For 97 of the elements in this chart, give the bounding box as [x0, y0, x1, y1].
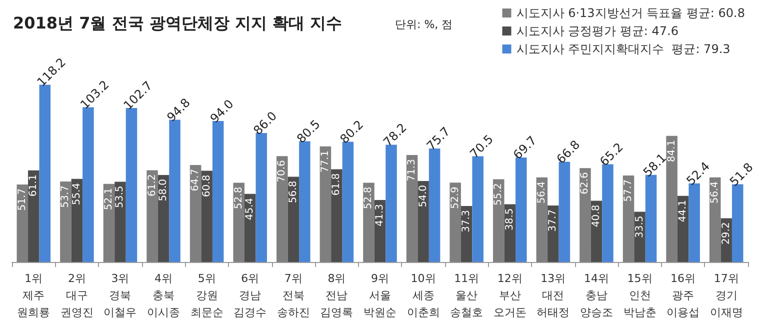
bar — [558, 162, 570, 262]
data-label: 60.8 — [201, 174, 212, 198]
data-label: 38.5 — [504, 208, 516, 231]
x-tick-label: 11위 울산 송철호 — [450, 272, 484, 319]
data-label: 61.8 — [331, 173, 342, 196]
x-tick-label: 1위 제주 원희룡 — [17, 272, 50, 319]
bar — [60, 181, 72, 262]
x-tick-label: 4위 충북 이시종 — [147, 272, 180, 319]
bar — [28, 170, 40, 262]
legend-label: 시도지사 주민지지확대지수 평균: 79.3 — [516, 42, 730, 56]
bar — [299, 141, 310, 262]
bar — [276, 156, 288, 262]
x-tick-label: 6위 경남 김경수 — [234, 272, 267, 319]
data-label: 51.7 — [16, 188, 28, 211]
bar — [256, 133, 267, 262]
data-label: 84.1 — [666, 140, 678, 162]
data-label: 61.2 — [146, 174, 158, 196]
data-label: 37.3 — [461, 210, 472, 232]
data-label: 64.7 — [190, 168, 202, 192]
bar — [146, 170, 158, 262]
bar — [331, 169, 342, 262]
data-label: 55.4 — [71, 182, 82, 206]
bar — [233, 182, 244, 262]
bar — [536, 177, 548, 262]
x-tick-label: 7위 전북 송하진 — [276, 272, 310, 319]
data-label: 52.8 — [363, 186, 374, 210]
bar — [82, 107, 94, 262]
data-label: 57.7 — [623, 179, 634, 202]
data-label: 61.1 — [28, 174, 40, 197]
data-label: 77.1 — [320, 150, 331, 173]
bar — [103, 184, 115, 262]
data-label: 56.4 — [536, 181, 548, 204]
bar — [622, 175, 634, 262]
data-label: 33.5 — [634, 216, 646, 238]
x-tick-label: 12위 부산 오거돈 — [493, 272, 526, 319]
bar — [602, 164, 614, 262]
chart-title: 2018년 7월 전국 광역단체장 지지 확대 지수 — [13, 14, 342, 32]
data-label: 56.4 — [710, 181, 721, 204]
bar — [342, 142, 354, 262]
data-label: 54.0 — [418, 185, 429, 208]
bar — [548, 205, 559, 262]
x-tick-label: 14위 충남 양승조 — [580, 272, 613, 319]
bar — [190, 164, 202, 262]
x-tick-label: 8위 전남 김영록 — [320, 272, 354, 319]
data-label: 53.5 — [114, 186, 126, 208]
data-label: 41.3 — [374, 204, 386, 226]
chart-subtitle: 단위: %, 점 — [395, 18, 453, 31]
bar — [406, 155, 418, 262]
bar — [386, 144, 397, 262]
x-tick-label: 10위 세종 이춘희 — [406, 272, 440, 319]
data-label: 44.1 — [678, 200, 689, 222]
bar — [114, 182, 126, 262]
data-label: 52.1 — [103, 188, 114, 210]
data-label: 58.0 — [158, 179, 170, 202]
x-tick-label: 16위 광주 이용섭 — [666, 272, 700, 319]
bar — [16, 184, 28, 262]
bar — [493, 179, 504, 262]
bar — [580, 168, 591, 262]
bar — [666, 136, 678, 262]
data-label: 45.4 — [244, 198, 256, 220]
bar — [126, 108, 138, 262]
data-label: 52.8 — [233, 186, 244, 210]
legend-label: 시도지사 긍정평가 평균: 47.6 — [516, 24, 678, 38]
bar — [71, 178, 83, 262]
bar — [39, 84, 51, 262]
bar — [732, 184, 744, 262]
bar — [709, 177, 721, 262]
bar — [688, 183, 700, 262]
data-label: 71.3 — [406, 159, 418, 182]
x-tick-label: 17위 경기 이재명 — [710, 272, 743, 319]
data-label: 37.7 — [548, 209, 559, 232]
bar — [169, 120, 180, 262]
data-label: 53.7 — [60, 185, 72, 208]
x-tick-label: 9위 서울 박원순 — [364, 272, 396, 319]
bar — [212, 121, 224, 262]
data-label: 62.6 — [580, 172, 591, 194]
bar — [201, 170, 212, 262]
bar — [418, 181, 429, 262]
bar — [320, 146, 332, 262]
data-label: 56.8 — [288, 180, 299, 204]
data-label: 52.9 — [450, 186, 461, 209]
bar — [516, 157, 527, 262]
bar — [450, 182, 461, 262]
bar — [645, 174, 657, 262]
legend-label: 시도지사 6·13지방선거 득표율 평균: 60.8 — [516, 6, 746, 20]
data-label: 55.2 — [493, 183, 504, 206]
x-tick-label: 2위 대구 권영진 — [60, 272, 94, 319]
data-label: 40.8 — [590, 204, 602, 228]
x-tick-label: 13위 대전 허태정 — [536, 272, 570, 319]
bar — [428, 148, 440, 262]
x-tick-label: 3위 경북 이철우 — [104, 272, 137, 319]
bar — [363, 182, 374, 262]
data-label: 29.2 — [720, 222, 732, 244]
x-tick-label: 15위 인천 박남춘 — [623, 272, 656, 319]
x-tick-label: 5위 강원 최문순 — [190, 272, 224, 319]
data-label: 70.6 — [276, 160, 288, 182]
bar — [472, 156, 484, 262]
